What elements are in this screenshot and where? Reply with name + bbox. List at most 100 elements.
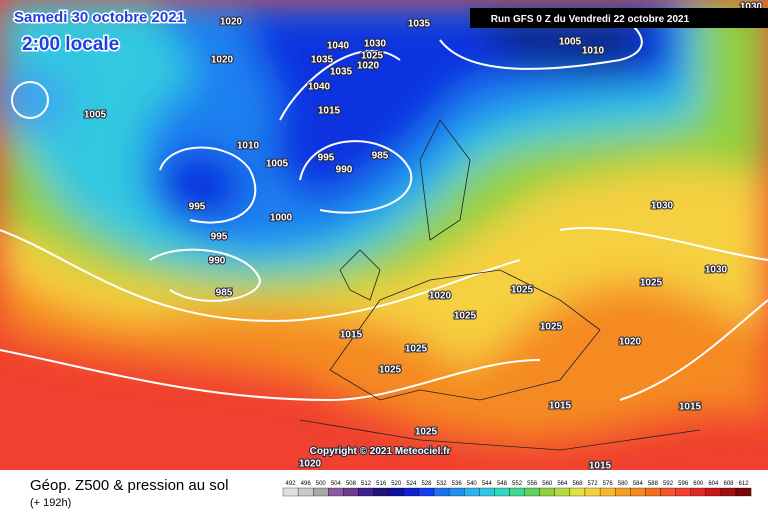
- scale-label: 600: [693, 481, 704, 487]
- scale-label: 576: [603, 481, 614, 487]
- scale-label: 604: [708, 481, 719, 487]
- map-date: Samedi 30 octobre 2021: [14, 9, 185, 26]
- scale-swatch: [464, 487, 480, 497]
- scale-swatch: [448, 487, 465, 497]
- isobar-label: 1015: [340, 330, 363, 341]
- scale-label: 508: [346, 481, 357, 487]
- isobar-label: 1020: [299, 459, 322, 470]
- scale-swatch: [554, 487, 571, 497]
- scale-label: 528: [421, 481, 432, 487]
- scale-swatch: [403, 487, 420, 497]
- scale-label: 516: [376, 481, 387, 487]
- isobar-label: 995: [211, 232, 228, 243]
- scale-swatch: [539, 487, 555, 497]
- scale-label: 592: [663, 481, 674, 487]
- isobar-label: 1010: [582, 46, 605, 57]
- isobar-label: 1035: [311, 55, 334, 66]
- isobar-label: 1025: [405, 344, 428, 355]
- isobar-label: 1005: [84, 110, 107, 121]
- isobar-label: 1020: [429, 291, 452, 302]
- isobar-label: 1040: [308, 82, 331, 93]
- scale-swatch: [433, 487, 450, 497]
- scale-swatch: [479, 487, 495, 497]
- isobar-label: 1015: [589, 461, 612, 472]
- isobar-label: 1020: [211, 55, 234, 66]
- isobar-label: 1025: [511, 285, 534, 296]
- isobar-label: 990: [336, 165, 353, 176]
- isobar-label: 985: [372, 151, 389, 162]
- scale-label: 612: [739, 481, 750, 487]
- scale-swatch: [494, 487, 510, 497]
- isobar-label: 1035: [330, 67, 353, 78]
- scale-label: 560: [542, 481, 553, 487]
- scale-swatch: [615, 487, 631, 497]
- footer-lead: (+ 192h): [30, 497, 71, 509]
- scale-swatch: [599, 487, 616, 497]
- scale-swatch: [705, 487, 722, 497]
- scale-swatch: [388, 487, 404, 497]
- isobar-label: 1000: [270, 213, 293, 224]
- scale-swatch: [735, 487, 752, 497]
- scale-label: 552: [512, 481, 523, 487]
- isobar-label: 1025: [454, 311, 477, 322]
- isobars: [0, 9, 768, 402]
- isobar-label: 1005: [266, 159, 289, 170]
- isobar-label: 1040: [327, 41, 350, 52]
- scale-label: 540: [467, 481, 478, 487]
- isobar-label: 1030: [364, 39, 387, 50]
- isobar-label: 1035: [408, 19, 431, 30]
- isobar-label: 1015: [318, 106, 341, 117]
- isobar-label: 1030: [705, 265, 728, 276]
- scale-swatch: [418, 487, 435, 497]
- scale-label: 556: [527, 481, 538, 487]
- scale-swatch: [645, 487, 661, 497]
- isobar-label: 1020: [357, 61, 380, 72]
- isobar-label: 995: [318, 153, 335, 164]
- coastlines: [299, 119, 701, 451]
- isobar-label: 1025: [361, 51, 384, 62]
- scale-label: 512: [361, 481, 372, 487]
- copyright: Copyright © 2021 Meteociel.fr: [310, 446, 451, 457]
- isobar-label: 995: [189, 202, 206, 213]
- scale-swatch: [373, 487, 389, 497]
- isobar-label: 1025: [415, 427, 438, 438]
- map: 1020 1020 1035 1030 1040 1025 1035 1020 1035 1040…: [0, 0, 768, 472]
- scale-swatch: [297, 487, 314, 497]
- isobar-label: 1015: [679, 402, 702, 413]
- scale-swatch: [720, 487, 737, 497]
- isobar-label: 1020: [220, 17, 243, 28]
- scale-swatch: [630, 487, 646, 497]
- scale-label: 608: [723, 481, 734, 487]
- scale-label: 596: [678, 481, 689, 487]
- scale-label: 500: [316, 481, 327, 487]
- scale-label: 536: [452, 481, 463, 487]
- scale-label: 524: [406, 481, 417, 487]
- scale-swatch: [524, 487, 540, 497]
- isobar-label: 1015: [549, 401, 572, 412]
- map-time: 2:00 locale: [22, 34, 119, 55]
- scale-label: 588: [648, 481, 659, 487]
- scale-label: 548: [497, 481, 508, 487]
- scale-label: 584: [633, 481, 644, 487]
- isobar-label: 1030: [651, 201, 674, 212]
- isobar-label: 1025: [540, 322, 563, 333]
- scale-label: 564: [557, 481, 568, 487]
- scale-swatch: [675, 487, 691, 497]
- scale-label: 568: [572, 481, 583, 487]
- isobar-label: 1005: [559, 37, 582, 48]
- isobar-label: 1010: [237, 141, 260, 152]
- scale-swatch: [313, 487, 329, 497]
- scale-label: 544: [482, 481, 493, 487]
- run-info: Run GFS 0 Z du Vendredi 22 octobre 2021: [491, 14, 690, 25]
- footer-title: Géop. Z500 & pression au sol: [30, 477, 228, 494]
- scale-label: 492: [286, 481, 297, 487]
- isobar-label: 990: [209, 256, 226, 267]
- scale-swatch: [358, 487, 374, 497]
- scale-swatch: [690, 487, 706, 497]
- scale-swatch: [343, 487, 359, 497]
- scale-swatch: [569, 487, 586, 497]
- scale-label: 520: [391, 481, 402, 487]
- scale-label: 504: [331, 481, 342, 487]
- scale-label: 532: [437, 481, 448, 487]
